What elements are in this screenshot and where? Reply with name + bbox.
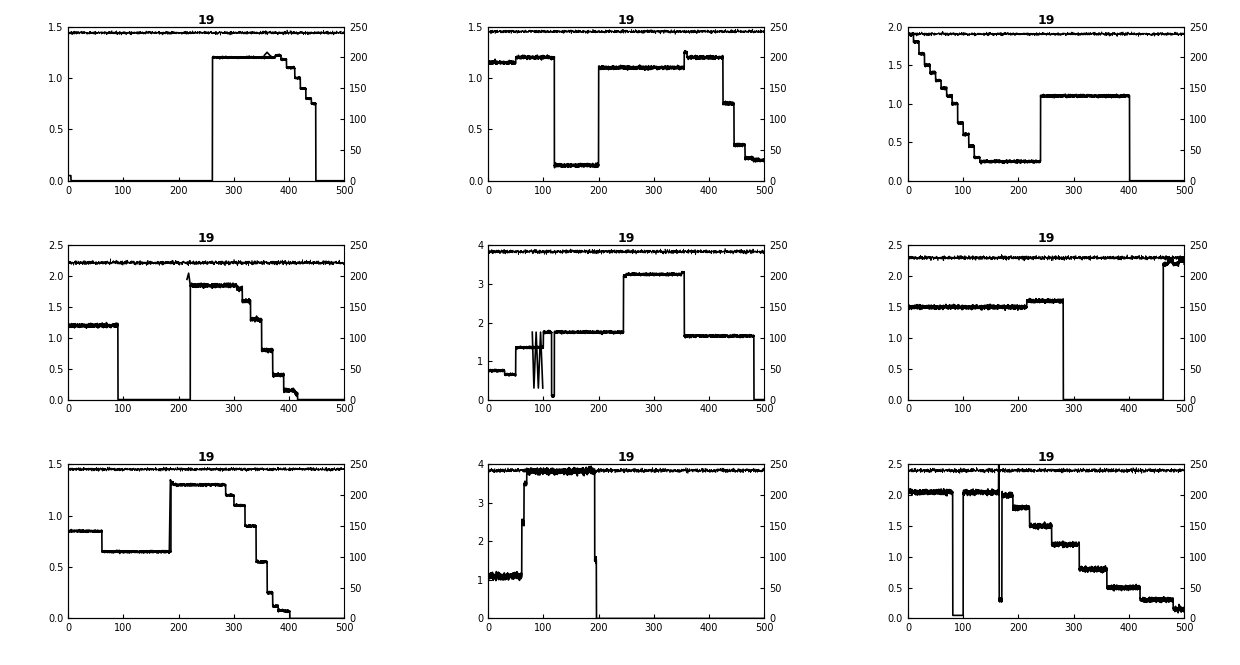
Title: 19: 19 bbox=[197, 452, 215, 464]
Title: 19: 19 bbox=[1038, 233, 1055, 245]
Title: 19: 19 bbox=[618, 452, 635, 464]
Title: 19: 19 bbox=[197, 13, 215, 27]
Title: 19: 19 bbox=[1038, 452, 1055, 464]
Title: 19: 19 bbox=[197, 233, 215, 245]
Title: 19: 19 bbox=[618, 13, 635, 27]
Title: 19: 19 bbox=[618, 233, 635, 245]
Title: 19: 19 bbox=[1038, 13, 1055, 27]
